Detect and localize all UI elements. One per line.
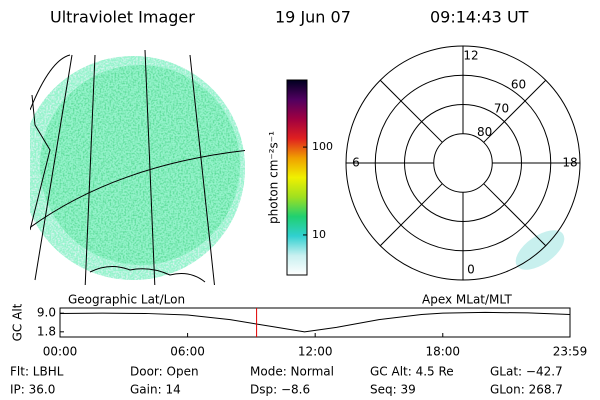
lat-label: 70 bbox=[494, 101, 509, 115]
colorbar-tick-label: 10 bbox=[312, 228, 326, 241]
x-tick-label: 06:00 bbox=[170, 345, 205, 359]
lat-label: 60 bbox=[511, 78, 526, 92]
y-tick-label: 1.8 bbox=[37, 324, 56, 338]
mlt-label: 18 bbox=[562, 156, 577, 170]
polar-spoke bbox=[483, 183, 547, 247]
x-tick-label: 18:00 bbox=[425, 345, 460, 359]
time: 09:14:43 UT bbox=[430, 8, 529, 27]
status-field: GC Alt: 4.5 Re bbox=[370, 365, 454, 379]
panel-label: Apex MLat/MLT bbox=[422, 293, 512, 307]
lat-circle bbox=[374, 74, 552, 252]
globe-image bbox=[30, 50, 245, 285]
colorbar bbox=[286, 79, 308, 276]
status-field: Seq: 39 bbox=[370, 383, 416, 397]
status-field: Gain: 14 bbox=[130, 383, 181, 397]
colorbar-tick-label: 100 bbox=[312, 140, 333, 153]
x-tick-label: 23:59 bbox=[553, 345, 588, 359]
lat-circle bbox=[433, 133, 493, 193]
status-field: Mode: Normal bbox=[250, 365, 334, 379]
mlt-label: 6 bbox=[352, 156, 360, 170]
lat-label: 80 bbox=[477, 125, 492, 139]
y-tick-label: 9.0 bbox=[37, 306, 56, 320]
x-tick-label: 12:00 bbox=[298, 345, 333, 359]
colorbar-label: photon cm⁻²s⁻¹ bbox=[267, 131, 281, 224]
status-field: Dsp: −8.6 bbox=[250, 383, 310, 397]
panel-label: Geographic Lat/Lon bbox=[68, 293, 185, 307]
status-field: IP: 36.0 bbox=[10, 383, 55, 397]
polar-spoke bbox=[379, 79, 443, 143]
polar-spoke bbox=[379, 183, 443, 247]
status-field: GLat: −42.7 bbox=[490, 365, 563, 379]
x-tick-label: 00:00 bbox=[43, 345, 78, 359]
status-field: GLon: 268.7 bbox=[490, 383, 563, 397]
mlt-label: 0 bbox=[467, 263, 475, 277]
date: 19 Jun 07 bbox=[275, 8, 351, 27]
status-field: Flt: LBHL bbox=[10, 365, 64, 379]
y-axis-label: GC Alt bbox=[11, 303, 25, 341]
mlt-label: 12 bbox=[463, 49, 478, 63]
instrument-title: Ultraviolet Imager bbox=[50, 8, 195, 27]
status-field: Door: Open bbox=[130, 365, 199, 379]
altitude-line bbox=[59, 311, 571, 333]
polar-spoke bbox=[483, 79, 547, 143]
lat-circle bbox=[404, 104, 522, 222]
